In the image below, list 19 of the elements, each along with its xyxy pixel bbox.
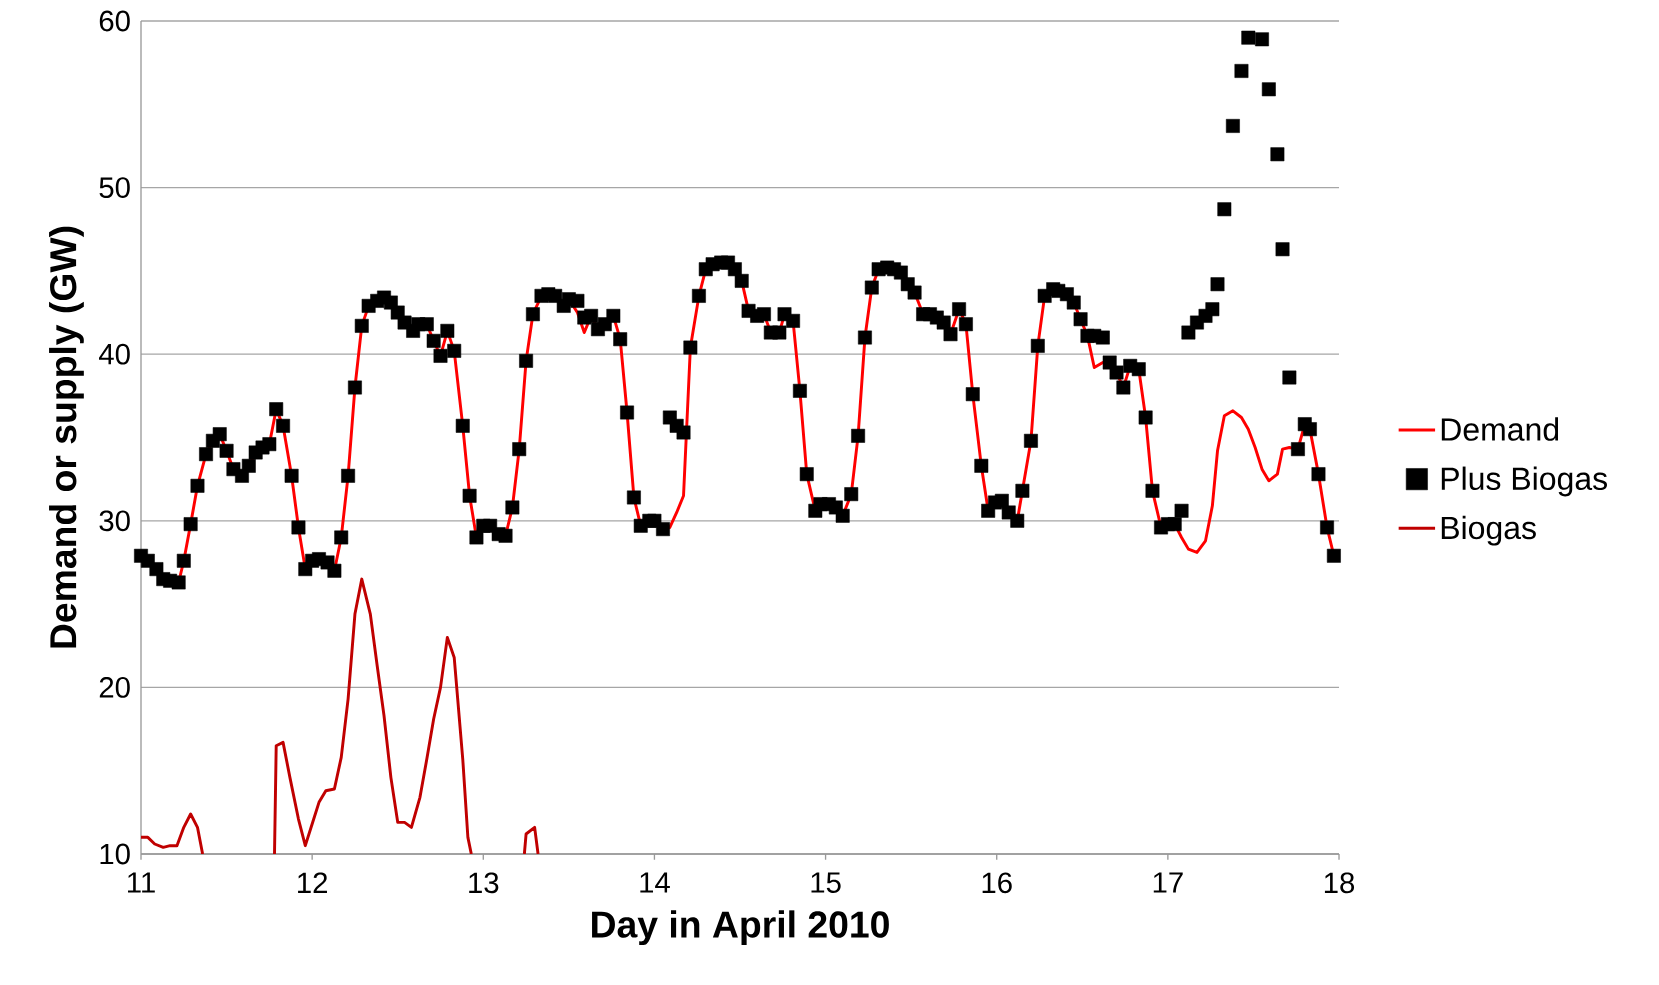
- x-tick-label: 12: [298, 872, 327, 893]
- legend-label: Plus Biogas: [1441, 466, 1607, 497]
- y-axis-title: Demand or supply (GW): [49, 226, 84, 648]
- x-tick-label: 14: [640, 872, 670, 893]
- x-tick-label: 16: [982, 872, 1012, 894]
- x-tick-label: 15: [811, 872, 841, 893]
- y-tick-label: 30: [99, 510, 130, 532]
- y-tick-label: 60: [99, 10, 130, 32]
- y-tick-label: 10: [100, 843, 130, 865]
- x-axis-title: Day in April 2010: [592, 910, 889, 946]
- x-tick-label: 18: [1324, 872, 1355, 894]
- x-tick-label: 13: [469, 872, 499, 894]
- x-tick-label: 17: [1153, 872, 1183, 893]
- legend-label: Biogas: [1441, 515, 1536, 546]
- x-tick-label: 11: [128, 872, 155, 893]
- y-tick-label: 40: [99, 343, 130, 365]
- y-tick-label: 50: [99, 177, 130, 198]
- legend-label: Demand: [1441, 417, 1559, 441]
- y-tick-label: 20: [99, 677, 130, 698]
